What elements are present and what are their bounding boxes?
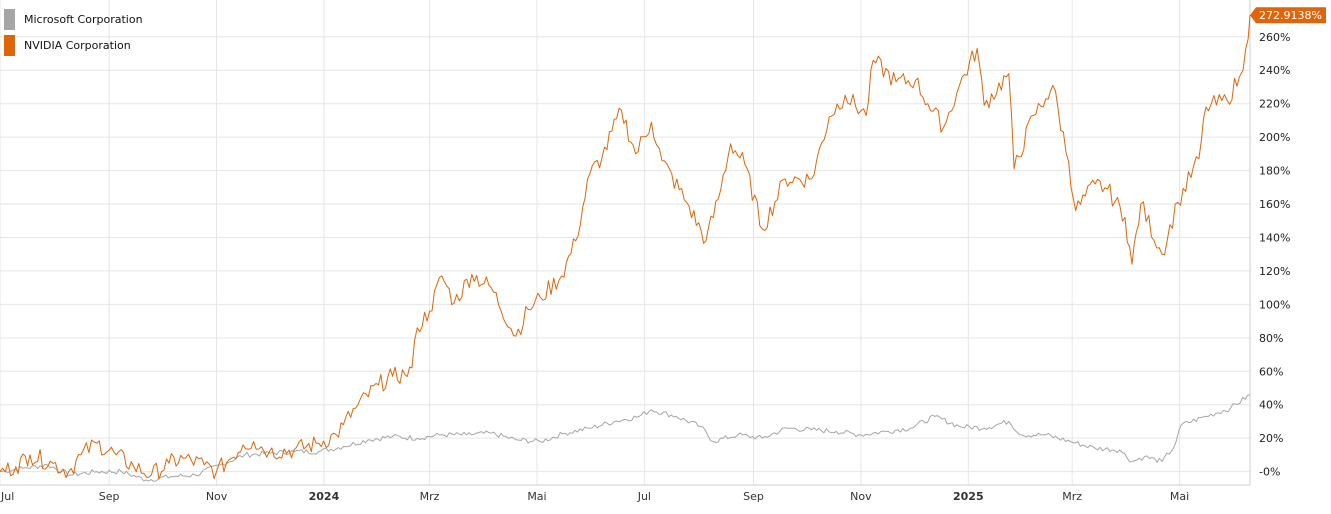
y-tick-label: 220% [1259,98,1290,111]
y-tick-label: 100% [1259,298,1290,311]
axes [0,0,1251,486]
x-tick-label: Nov [206,490,228,503]
y-tick-label: 140% [1259,231,1290,244]
x-tick-label: Nov [850,490,872,503]
legend: Microsoft Corporation NVIDIA Corporation [4,6,143,58]
y-tick-label: 180% [1259,165,1290,178]
series-line-microsoft [0,394,1251,482]
y-tick-label: 240% [1259,64,1290,77]
legend-swatch-nvidia [4,34,15,56]
legend-item-microsoft[interactable]: Microsoft Corporation [4,6,143,32]
y-tick-label: -0% [1259,466,1280,479]
legend-item-nvidia[interactable]: NVIDIA Corporation [4,32,143,58]
x-tick-label: Jul [637,490,651,503]
series-layer [0,15,1251,482]
x-tick-label: Mai [527,490,546,503]
x-tick-label: Jul [0,490,14,503]
y-tick-label: 60% [1259,365,1283,378]
x-tick-label: 2025 [953,490,984,503]
y-tick-label: 160% [1259,198,1290,211]
y-tick-label: 80% [1259,332,1283,345]
y-tick-label: 20% [1259,432,1283,445]
legend-label-nvidia: NVIDIA Corporation [24,38,131,52]
legend-swatch-microsoft [4,8,15,30]
tick-labels: -0% 20% 40% 60% 80% 100% 120% 140% 160% 180% 200% 2… [0,31,1290,503]
x-tick-label: 2024 [309,490,340,503]
x-tick-label: Mrz [1062,490,1082,503]
y-tick-label: 120% [1259,265,1290,278]
last-value-badge-text: 272.9138% [1259,9,1322,22]
x-tick-label: Sep [743,490,764,503]
x-tick-label: Mrz [420,490,440,503]
y-tick-label: 40% [1259,399,1283,412]
legend-label-microsoft: Microsoft Corporation [24,12,143,26]
x-tick-label: Sep [99,490,120,503]
x-tick-label: Mai [1170,490,1189,503]
last-value-badge [1250,7,1326,24]
series-line-nvidia [0,15,1251,480]
grid [0,0,1250,485]
last-value-badge-group: 272.9138% [1250,7,1326,24]
y-tick-label: 200% [1259,131,1290,144]
y-tick-label: 260% [1259,31,1290,44]
